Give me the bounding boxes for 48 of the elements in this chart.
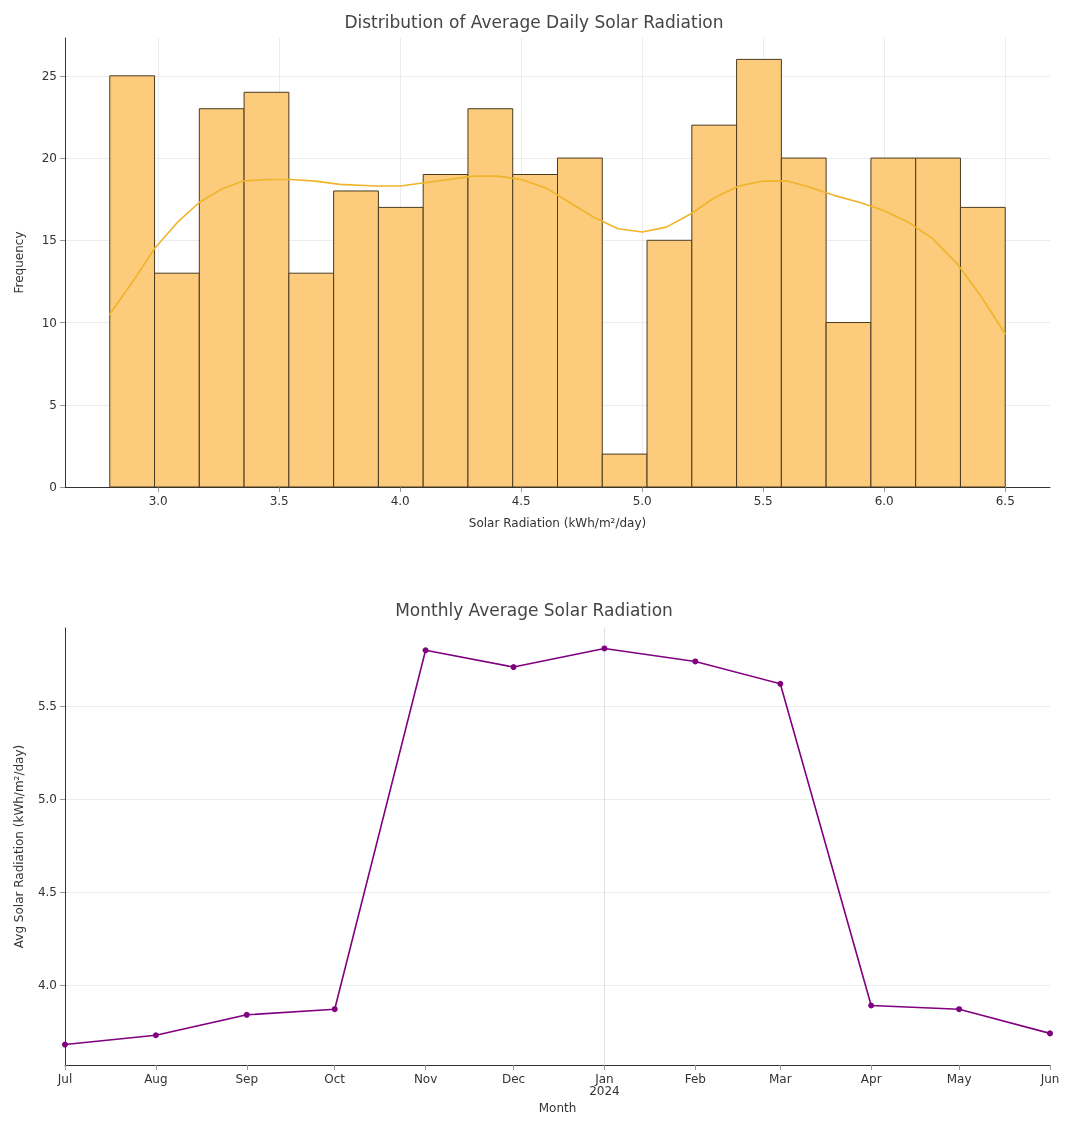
y-tick-label: 10 bbox=[41, 315, 57, 330]
chart-title: Monthly Average Solar Radiation bbox=[395, 599, 673, 620]
x-tick-label: 6.5 bbox=[995, 494, 1015, 508]
x-tick-label: Dec bbox=[501, 1072, 526, 1086]
x-tick-label: 3.0 bbox=[148, 494, 168, 508]
y-axis-title: Frequency bbox=[12, 231, 26, 294]
point bbox=[868, 1002, 875, 1009]
x-tick-label: Jul bbox=[56, 1072, 73, 1086]
x-tick-label: 5.5 bbox=[753, 494, 773, 508]
x-tick-label: Aug bbox=[144, 1072, 168, 1086]
y-axis-title: Avg Solar Radiation (kWh/m²/day) bbox=[12, 744, 26, 949]
point bbox=[422, 647, 429, 654]
x-tick-label: 4.5 bbox=[511, 494, 531, 508]
x-tick-label: 6.0 bbox=[874, 494, 894, 508]
point bbox=[1047, 1030, 1053, 1037]
x-tick-label: Feb bbox=[684, 1072, 706, 1086]
x-tick-label: Sep bbox=[235, 1072, 259, 1086]
point bbox=[956, 1006, 963, 1013]
x-tick-label: Oct bbox=[324, 1072, 346, 1086]
y-tick-label: 15 bbox=[41, 233, 57, 248]
x-tick-label: May bbox=[946, 1072, 972, 1086]
x-axis-title: Month bbox=[538, 1100, 577, 1115]
x-tick-label: Nov bbox=[413, 1072, 438, 1086]
x-tick-label: Jan 2024 bbox=[589, 1072, 620, 1098]
y-tick-label: 0 bbox=[49, 480, 57, 494]
point bbox=[152, 1032, 159, 1039]
line-series bbox=[108, 175, 1007, 335]
point bbox=[62, 1041, 68, 1048]
point bbox=[243, 1011, 250, 1018]
y-tick-label: 5.5 bbox=[37, 699, 57, 714]
y-tick-label: 5.0 bbox=[37, 792, 57, 807]
point bbox=[510, 664, 517, 671]
y-tick-label: 20 bbox=[41, 151, 57, 166]
point bbox=[331, 1006, 338, 1013]
y-tick-label: 4.5 bbox=[37, 885, 57, 900]
point bbox=[777, 680, 784, 687]
x-tick-label: Jun bbox=[1039, 1072, 1060, 1086]
point bbox=[601, 645, 608, 652]
y-tick-label: 5 bbox=[49, 397, 57, 412]
chart-title: Distribution of Average Daily Solar Radiation bbox=[344, 11, 724, 32]
x-tick-label: 4.0 bbox=[390, 494, 410, 508]
y-tick-label: 4.0 bbox=[37, 978, 57, 993]
x-tick-label: Apr bbox=[860, 1072, 882, 1086]
x-tick-label: 3.5 bbox=[269, 494, 289, 508]
x-axis-title: Solar Radiation (kWh/m²/day) bbox=[468, 516, 647, 530]
x-tick-label: Mar bbox=[768, 1072, 792, 1086]
y-tick-label: 25 bbox=[41, 68, 57, 83]
x-tick-label: 5.0 bbox=[632, 494, 652, 508]
